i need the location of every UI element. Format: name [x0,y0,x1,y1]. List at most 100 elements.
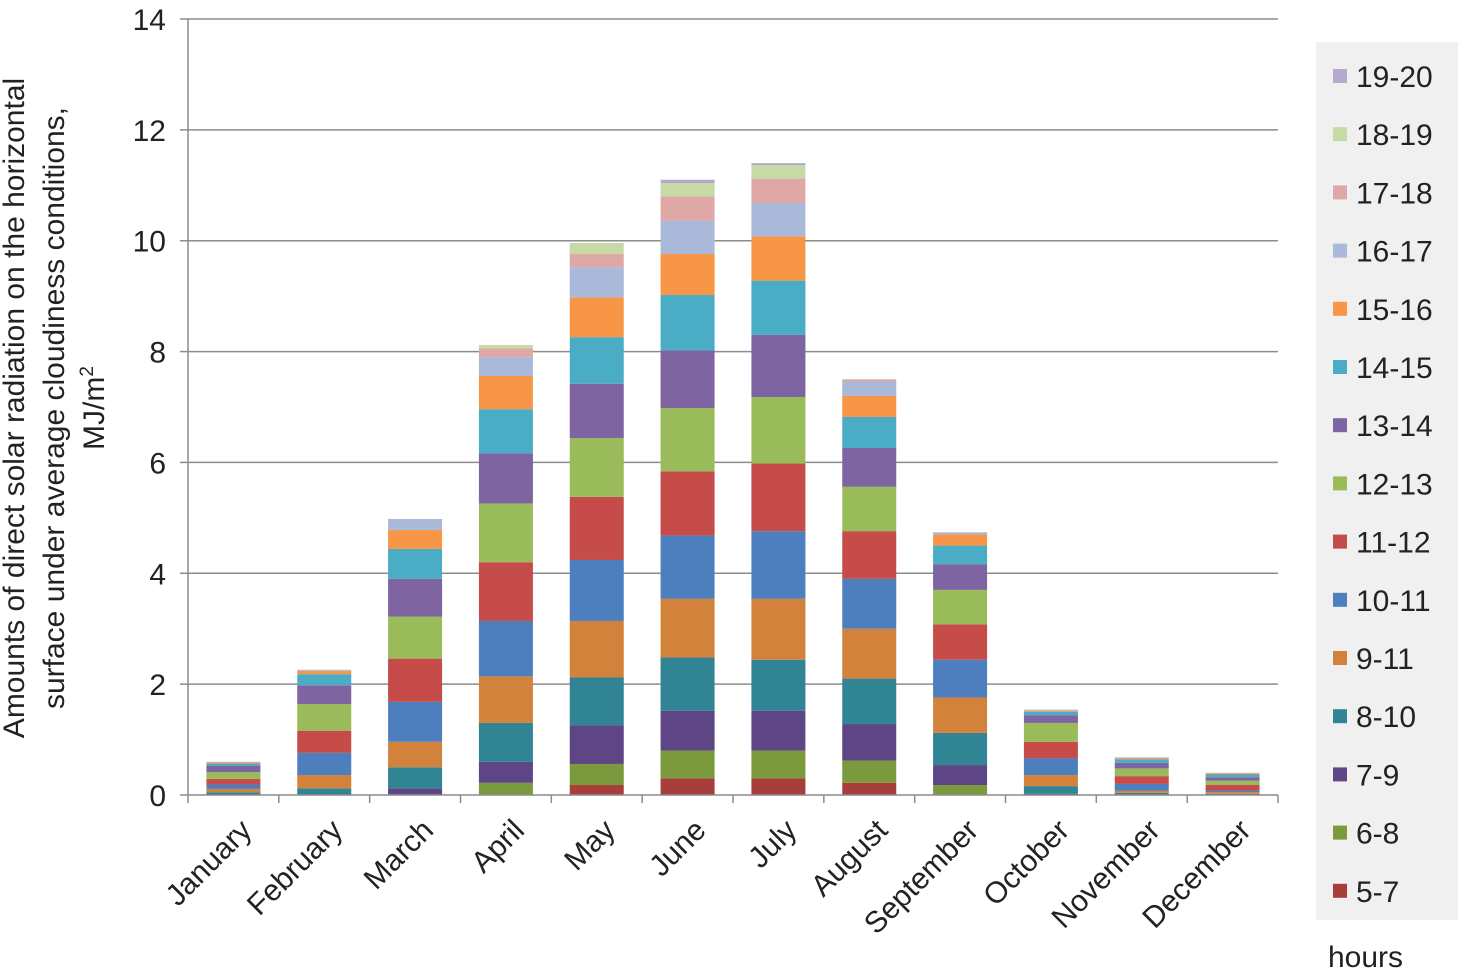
bar-july-7-9 [751,710,806,751]
legend-title-hours: hours [1328,941,1403,972]
bar-february-11-12 [297,730,352,753]
bar-july-16-17 [751,203,806,237]
bar-november-15-16 [1114,758,1169,760]
bar-june-9-11 [660,598,715,658]
y-axis-tick-labels: 0 2 4 6 8 10 12 14 [133,4,166,813]
bar-july-11-12 [751,463,806,532]
bar-august-17-18 [842,379,897,382]
y-tick-label-2: 2 [149,669,166,702]
bar-march-7-9 [388,788,443,795]
legend-label-15-16: 15-16 [1356,294,1433,327]
legend-swatch-19-20 [1333,69,1347,83]
bar-april-8-10 [478,722,533,762]
bar-stack-july [751,163,806,795]
bar-september-13-14 [933,564,988,590]
legend-swatch-14-15 [1333,360,1347,374]
bar-december-14-15 [1205,774,1260,778]
bar-may-6-8 [569,763,624,786]
bar-stack-april [478,344,533,795]
y-tick-label-12: 12 [133,115,166,148]
bar-stack-september [933,532,988,795]
legend-swatch-5-7 [1333,883,1347,898]
bar-stack-february [297,669,352,795]
y-axis-label-superscript: 2 [77,366,98,377]
bar-march-15-16 [388,530,443,549]
bar-april-13-14 [478,453,533,504]
bar-august-10-11 [842,578,897,629]
bar-december-13-14 [1205,777,1260,781]
bar-march-16-17 [388,518,443,531]
bar-september-8-10 [933,732,988,766]
bar-september-16-17 [933,532,988,535]
x-tick-label-july: July [742,814,803,875]
bar-june-19-20 [660,179,715,184]
bar-stack-may [569,242,624,795]
legend-label-5-7: 5-7 [1356,876,1399,909]
bar-february-12-13 [297,704,352,731]
x-tick-label-june: June [643,814,712,883]
bar-january-10-11 [206,784,261,789]
bar-june-12-13 [660,408,715,472]
bar-july-19-20 [751,163,806,166]
bar-september-14-15 [933,545,988,565]
bar-february-8-10 [297,788,352,795]
legend-label-6-8: 6-8 [1356,818,1399,851]
bar-may-8-10 [569,677,624,726]
legend-label-10-11: 10-11 [1356,585,1431,618]
gridlines [188,18,1278,685]
bar-february-16-17 [297,669,352,671]
bar-january-15-16 [206,762,261,764]
x-tick-label-february: February [241,814,349,922]
bar-stack-december [1205,772,1260,795]
legend-label-19-20: 19-20 [1356,61,1433,94]
legend-items: 19-20 18-19 17-18 16-17 15-16 14-15 13-14 12-13… [1333,61,1433,909]
bar-may-5-7 [569,785,624,795]
legend-swatch-10-11 [1333,592,1347,607]
bar-february-15-16 [297,670,352,675]
legend-swatch-16-17 [1333,243,1347,258]
legend-swatch-11-12 [1333,534,1347,549]
bar-june-18-19 [660,183,715,197]
bar-september-12-13 [933,589,988,625]
bar-april-14-15 [478,409,533,454]
bar-july-13-14 [751,334,806,398]
bar-may-15-16 [569,297,624,338]
legend-swatch-17-18 [1333,185,1347,200]
bar-june-10-11 [660,535,715,599]
y-tick-label-10: 10 [133,226,166,259]
bar-july-9-11 [751,598,806,660]
legend-swatch-18-19 [1333,127,1347,142]
bar-october-15-16 [1023,710,1078,712]
bar-june-7-9 [660,710,715,751]
bar-january-11-12 [206,778,261,785]
bar-may-10-11 [569,559,624,621]
legend-swatch-7-9 [1333,767,1347,782]
bar-august-13-14 [842,448,897,487]
bar-august-15-16 [842,395,897,417]
bar-february-9-11 [297,775,352,789]
legend-swatch-15-16 [1333,301,1347,316]
legend-label-17-18: 17-18 [1356,177,1433,210]
bar-may-7-9 [569,725,624,764]
bar-august-7-9 [842,724,897,761]
bar-stack-november [1114,757,1169,795]
bar-january-14-15 [206,763,261,766]
bar-july-5-7 [751,778,806,795]
bar-october-8-10 [1023,786,1078,794]
bar-june-17-18 [660,196,715,221]
bar-may-11-12 [569,496,624,560]
bar-april-12-13 [478,503,533,563]
bar-may-18-19 [569,242,624,255]
bar-october-9-11 [1023,775,1078,787]
x-tick-label-march: March [358,814,440,896]
y-tick-label-4: 4 [149,558,166,591]
bar-may-16-17 [569,267,624,298]
legend-label-9-11: 9-11 [1356,643,1414,676]
y-axis-label-unit: MJ/m [78,377,111,450]
bar-september-10-11 [933,659,988,698]
bar-stack-march [388,518,443,795]
bar-may-9-11 [569,620,624,678]
y-axis-label-line-3: MJ/m2 [77,366,111,450]
bar-april-10-11 [478,620,533,677]
bar-november-12-13 [1114,768,1169,777]
